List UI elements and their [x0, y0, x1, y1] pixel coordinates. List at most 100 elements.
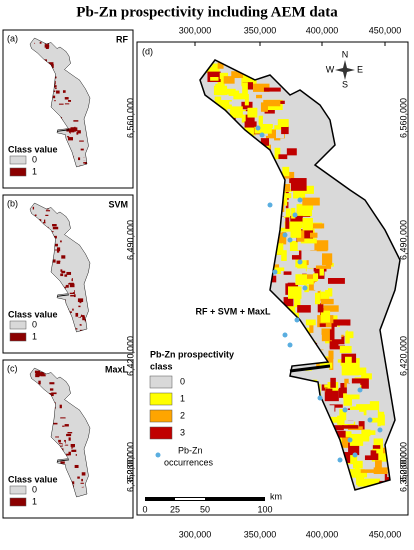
patch: [373, 438, 383, 451]
patch: [49, 388, 54, 391]
patch: [290, 178, 307, 191]
patch: [278, 154, 288, 160]
patch: [264, 107, 275, 114]
patch: [352, 460, 363, 469]
patch: [58, 265, 63, 269]
patch: [67, 109, 71, 112]
occurrence-point: [352, 452, 358, 458]
legend-title: Class value: [8, 474, 58, 484]
patch: [259, 123, 273, 129]
patch: [43, 222, 46, 224]
panel-tag: (a): [7, 33, 18, 43]
x-tick-label: 350,000: [244, 529, 277, 539]
patch: [64, 103, 70, 105]
patch: [334, 292, 345, 302]
patch: [69, 129, 75, 133]
occurrence-point: [297, 259, 303, 265]
patch: [80, 162, 84, 165]
patch: [77, 314, 81, 318]
patch: [273, 267, 285, 271]
patch: [67, 137, 74, 141]
occurrence-point: [267, 202, 273, 208]
patch: [44, 219, 46, 223]
patch: [64, 424, 69, 427]
patch: [263, 99, 281, 107]
patch: [375, 460, 382, 472]
compass-rose: [335, 60, 355, 80]
patch: [274, 227, 293, 232]
legend-label: 2: [180, 410, 185, 420]
patch: [311, 367, 330, 380]
x-tick-label: 300,000: [179, 25, 212, 35]
patch: [71, 304, 76, 306]
patch: [47, 54, 50, 59]
patch: [324, 288, 333, 297]
patch: [41, 371, 45, 376]
patch: [304, 228, 314, 240]
patch: [82, 313, 86, 316]
occurrence-point: [287, 237, 293, 243]
occurrence-point: [357, 387, 363, 393]
patch: [213, 85, 228, 96]
patch: [81, 144, 86, 148]
occurrence-point: [317, 395, 323, 401]
patch: [75, 312, 79, 317]
patch: [80, 321, 86, 325]
patch: [64, 444, 69, 446]
patch: [51, 392, 57, 395]
patch: [47, 216, 52, 220]
patch: [274, 147, 281, 160]
patch: [349, 433, 364, 446]
patch: [372, 445, 381, 449]
patch: [369, 401, 380, 413]
patch: [345, 334, 350, 344]
patch: [35, 372, 41, 377]
patch: [256, 94, 263, 99]
patch: [55, 436, 60, 438]
patch: [68, 451, 71, 456]
patch: [319, 323, 326, 327]
patch: [324, 384, 330, 388]
occurrence-point: [294, 317, 300, 323]
patch: [314, 275, 324, 288]
patch: [274, 269, 281, 275]
patch: [233, 93, 246, 100]
patch: [56, 249, 60, 253]
patch: [365, 430, 382, 435]
patch: [217, 78, 225, 86]
panel-tag: (c): [7, 363, 18, 373]
legend-label: 0: [32, 319, 37, 329]
patch: [60, 273, 64, 277]
occurrence-point: [287, 342, 293, 348]
patch: [282, 196, 299, 206]
main-label: RF + SVM + MaxL: [195, 306, 271, 316]
patch: [341, 363, 359, 376]
patch: [291, 255, 310, 260]
y-tick-label: 6,280,000: [125, 442, 135, 482]
patch: [66, 433, 72, 437]
patch: [81, 478, 83, 482]
patch: [364, 478, 380, 488]
legend-swatch: [9, 332, 27, 342]
patch: [244, 93, 249, 106]
patch: [281, 125, 289, 135]
patch: [55, 416, 59, 421]
patch: [54, 243, 58, 247]
patch: [303, 274, 317, 282]
patch: [58, 260, 61, 263]
patch: [253, 83, 270, 92]
patch: [305, 319, 316, 326]
scale-label: 50: [200, 504, 210, 514]
patch: [277, 119, 289, 128]
scale-label: 0: [142, 504, 147, 514]
patch: [74, 142, 77, 145]
map-spur: [56, 459, 70, 462]
patch: [290, 226, 302, 238]
patch: [41, 206, 46, 210]
patch: [68, 437, 71, 441]
patch: [346, 383, 361, 395]
patch: [41, 380, 46, 384]
patch: [71, 310, 75, 313]
patch: [51, 95, 56, 99]
